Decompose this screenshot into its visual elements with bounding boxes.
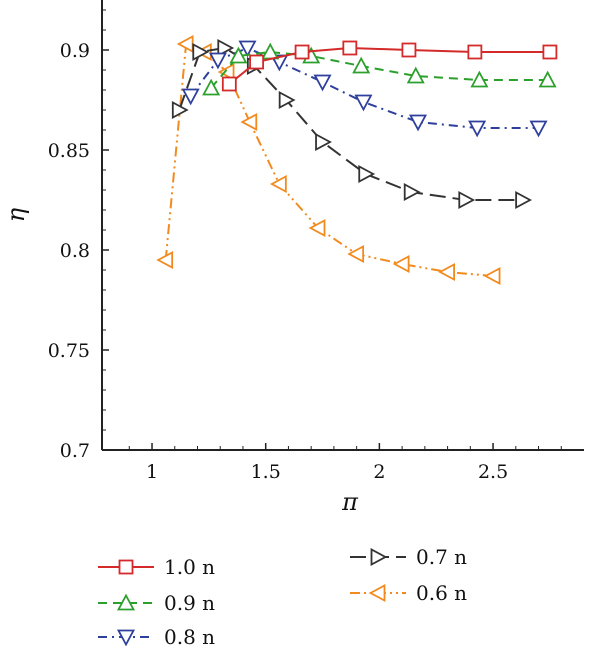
data-point (438, 262, 455, 282)
data-point (221, 76, 237, 92)
data-point (401, 42, 417, 58)
data-point (238, 40, 257, 58)
data-point (217, 38, 235, 58)
legend-item: 1.0 n (98, 555, 215, 579)
legend-label: 0.9 n (164, 591, 215, 615)
data-point (515, 190, 533, 210)
data-point (470, 70, 489, 88)
series-line (178, 46, 523, 201)
y-tick-label: 0.7 (60, 440, 90, 462)
data-point (467, 44, 483, 60)
legend-marker (116, 629, 136, 647)
y-tick-label: 0.8 (60, 240, 90, 262)
data-point (249, 54, 265, 70)
legend-marker (118, 559, 134, 575)
x-tick-label: 2 (373, 461, 385, 483)
data-point (342, 40, 358, 56)
series-0-7-n (171, 38, 533, 210)
data-point (181, 88, 200, 106)
series-line (164, 42, 494, 277)
data-point (347, 244, 365, 264)
data-point (483, 266, 501, 286)
data-point (352, 56, 371, 74)
y-tick-label: 0.9 (60, 40, 90, 62)
legend-item: 0.8 n (98, 625, 215, 649)
data-point (392, 254, 410, 274)
legend-item: 0.7 n (350, 545, 467, 569)
x-tick-label: 2.5 (478, 461, 508, 483)
data-point (313, 74, 332, 92)
data-point (156, 250, 174, 270)
legend-item: 0.6 n (350, 581, 467, 605)
data-point (208, 52, 227, 70)
x-tick-label: 1.5 (251, 461, 281, 483)
data-point (529, 120, 548, 138)
legend-label: 0.7 n (416, 545, 467, 569)
series-0-9-n (202, 42, 557, 96)
data-point (468, 120, 487, 138)
x-axis-label: π (341, 488, 359, 516)
legend-marker (116, 593, 136, 611)
legend-marker (368, 583, 386, 603)
data-point (229, 46, 248, 64)
legend-label: 0.6 n (416, 581, 467, 605)
legend: 1.0 n 0.9 n 0.8 n 0.7 n 0.6 n (98, 545, 467, 649)
data-point (217, 62, 235, 82)
series-0-8-n (181, 40, 548, 138)
series-line (210, 50, 548, 89)
data-point (269, 174, 287, 194)
data-point (308, 218, 326, 238)
data-point (409, 114, 428, 132)
data-point (171, 100, 189, 120)
x-tick-label: 1 (146, 461, 158, 483)
series-layer (156, 34, 558, 286)
series-line (189, 46, 539, 129)
axis-ticks: 1 1.5 2 2.5 0.7 0.75 0.8 0.85 0.9 (48, 9, 562, 483)
data-point (278, 90, 296, 110)
legend-marker (370, 547, 388, 567)
data-point (315, 132, 332, 152)
data-point (542, 44, 558, 60)
data-point (406, 66, 425, 84)
plot-frame (101, 0, 584, 451)
legend-label: 0.8 n (164, 625, 215, 649)
data-point (192, 42, 210, 62)
y-tick-label: 0.85 (48, 140, 90, 162)
legend-label: 1.0 n (164, 555, 215, 579)
data-point (294, 44, 310, 60)
series-1-0-n (221, 40, 558, 92)
series-0-6-n (156, 34, 501, 286)
legend-item: 0.9 n (98, 591, 215, 615)
data-point (202, 78, 221, 96)
data-point (403, 182, 421, 202)
y-axis-label: η (2, 207, 30, 222)
data-point (458, 190, 476, 210)
data-point (538, 70, 557, 88)
data-point (358, 164, 376, 184)
data-point (354, 94, 373, 112)
data-point (240, 112, 258, 132)
y-tick-label: 0.75 (48, 340, 90, 362)
data-point (261, 42, 280, 60)
